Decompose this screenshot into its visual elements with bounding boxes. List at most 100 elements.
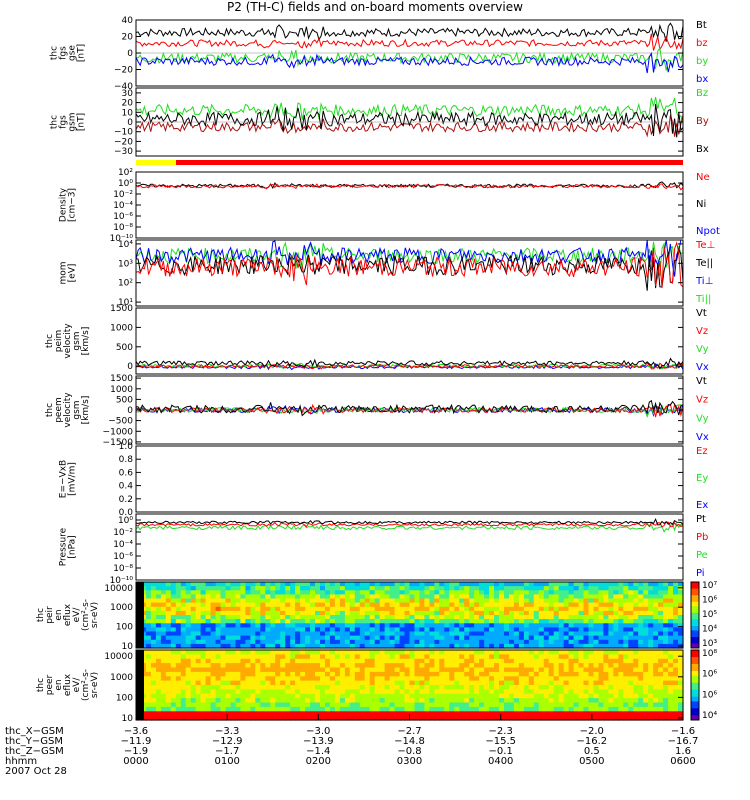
spectrogram-cell xyxy=(285,643,291,649)
spectrogram-cell xyxy=(295,586,301,591)
spectrogram-cell xyxy=(489,610,495,616)
spectrogram-cell xyxy=(315,602,321,608)
spectrogram-cell xyxy=(598,606,605,612)
spectrogram-cell xyxy=(548,689,555,695)
spectrogram-cell xyxy=(419,698,425,704)
spectrogram-cell xyxy=(305,586,311,591)
spectrogram-cell xyxy=(489,650,495,655)
spectrogram-cell xyxy=(578,619,585,624)
spectrogram-cell xyxy=(399,623,406,628)
spectrogram-cell xyxy=(578,643,585,649)
spectrogram-cell xyxy=(145,610,152,616)
spectrogram-cell xyxy=(638,631,644,637)
spectrogram-cell xyxy=(295,654,301,660)
spectrogram-cell xyxy=(409,715,416,721)
spectrogram-cell xyxy=(389,676,396,682)
spectrogram-cell xyxy=(270,619,276,624)
spectrogram-cell xyxy=(558,594,565,600)
spectrogram-cell xyxy=(334,639,341,645)
spectrogram-cell xyxy=(285,615,291,620)
y-axis-label: [nPa] xyxy=(68,535,78,558)
spectrogram-cell xyxy=(315,706,321,712)
time-axis-value: 0600 xyxy=(670,756,695,767)
spectrogram-cell xyxy=(658,643,664,649)
spectrogram-cell xyxy=(678,689,684,695)
spectrogram-cell xyxy=(533,676,540,682)
spectrogram-cell xyxy=(414,631,421,637)
spectrogram-cell xyxy=(359,658,366,664)
spectrogram-cell xyxy=(499,615,505,620)
spectrogram-cell xyxy=(489,590,495,595)
series-line-te xyxy=(135,241,684,289)
spectrogram-cell xyxy=(424,693,430,699)
spectrogram-cell xyxy=(583,582,590,587)
spectrogram-cell xyxy=(464,671,470,677)
legend-entry: Vt xyxy=(696,308,707,319)
spectrogram-cell xyxy=(434,586,440,591)
time-axis-value: −1.7 xyxy=(215,746,239,757)
spectrogram-cell xyxy=(454,706,460,712)
spectrogram-cell xyxy=(543,715,550,721)
spectrogram-cell xyxy=(623,667,629,673)
spectrogram-cell xyxy=(419,693,425,699)
spectrogram-cell xyxy=(290,650,296,655)
spectrogram-cell xyxy=(379,623,386,628)
spectrogram-cell xyxy=(344,627,351,633)
spectrogram-cell xyxy=(190,658,197,664)
spectrogram-cell xyxy=(553,582,560,587)
spectrogram-cell xyxy=(648,602,654,608)
spectrogram-cell xyxy=(404,606,411,612)
spectrogram-cell xyxy=(663,715,669,721)
spectrogram-cell xyxy=(364,615,371,620)
spectrogram-cell xyxy=(513,680,520,686)
spectrogram-cell xyxy=(459,610,465,616)
spectrogram-cell xyxy=(464,615,470,620)
spectrogram-cell xyxy=(613,615,619,620)
spectrogram-cell xyxy=(240,606,246,612)
spectrogram-cell xyxy=(419,623,425,628)
spectrogram-cell xyxy=(329,582,336,587)
spectrogram-cell xyxy=(548,619,555,624)
y-tick-label: 10⁻⁶ xyxy=(113,552,133,562)
spectrogram-cell xyxy=(145,711,152,717)
spectrogram-cell xyxy=(513,658,520,664)
spectrogram-cell xyxy=(334,702,341,708)
spectrogram-cell xyxy=(195,586,202,591)
spectrogram-cell xyxy=(260,586,266,591)
spectrogram-cell xyxy=(548,685,555,690)
spectrogram-cell xyxy=(165,671,172,677)
spectrogram-cell xyxy=(628,627,634,633)
spectrogram-cell xyxy=(160,619,167,624)
spectrogram-cell xyxy=(673,667,679,673)
spectrogram-cell xyxy=(384,689,391,695)
spectrogram-cell xyxy=(419,598,425,604)
spectrogram-cell xyxy=(414,639,421,645)
spectrogram-cell xyxy=(210,654,217,660)
spectrogram-cell xyxy=(150,680,157,686)
spectrogram-cell xyxy=(518,619,525,624)
spectrogram-cell xyxy=(275,702,281,708)
spectrogram-cell xyxy=(384,693,391,699)
spectrogram-cell xyxy=(628,676,634,682)
spectrogram-cell xyxy=(364,706,371,712)
spectrogram-cell xyxy=(275,623,281,628)
spectrogram-cell xyxy=(175,680,182,686)
y-tick-label: −30 xyxy=(114,147,133,157)
spectrogram-cell xyxy=(509,650,515,655)
spectrogram-cell xyxy=(344,693,351,699)
spectrogram-cell xyxy=(424,627,430,633)
spectrogram-cell xyxy=(618,639,624,645)
spectrogram-cell xyxy=(394,590,401,595)
spectrogram-cell xyxy=(434,610,440,616)
spectrogram-cell xyxy=(479,627,485,633)
spectrogram-cell xyxy=(315,685,321,690)
spectrogram-cell xyxy=(439,598,445,604)
spectrogram-cell xyxy=(325,680,331,686)
legend-entry: By xyxy=(696,116,709,127)
spectrogram-cell xyxy=(399,706,406,712)
spectrogram-cell xyxy=(548,650,555,655)
spectrogram-cell xyxy=(310,671,316,677)
spectrogram-cell xyxy=(648,693,654,699)
spectrogram-cell xyxy=(344,667,351,673)
spectrogram-cell xyxy=(538,582,545,587)
